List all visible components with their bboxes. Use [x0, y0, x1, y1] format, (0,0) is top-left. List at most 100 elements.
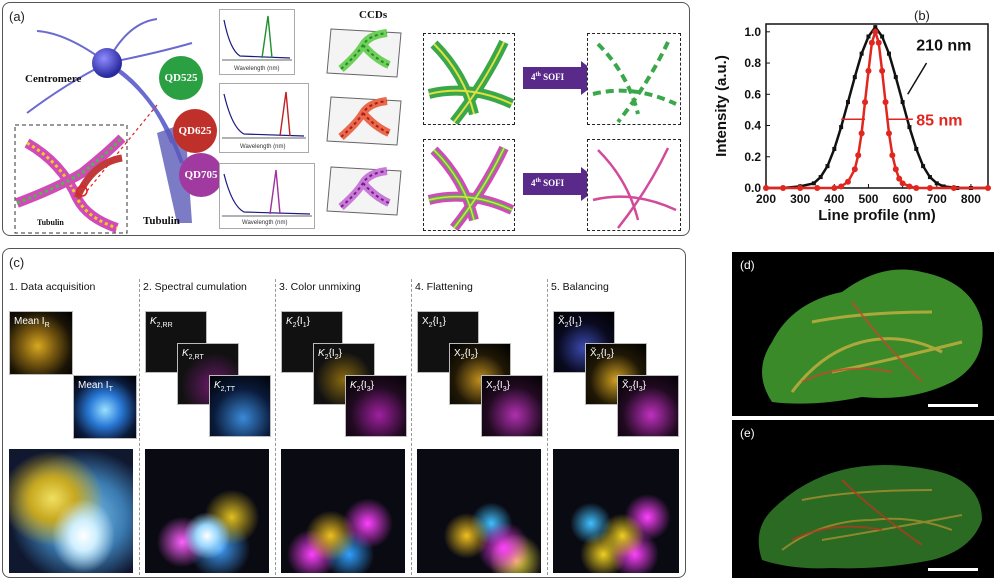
sofi-arrow-top-label: 4th SOFI — [531, 72, 565, 82]
series-1-point-5 — [838, 183, 845, 190]
sofi-arrow-top: 4th SOFI — [523, 61, 603, 95]
annotation-0: 210 nm — [916, 38, 971, 55]
divider-2 — [275, 279, 276, 575]
input-box-green — [423, 33, 515, 126]
series-1-point-1 — [780, 185, 787, 191]
y-tick-label-0: 0.0 — [744, 181, 761, 195]
qd705-label: QD705 — [184, 169, 218, 181]
tile-k2-i2-label: K2{I2} — [318, 348, 342, 361]
x-tick-label-4: 600 — [893, 192, 913, 206]
series-0-point-15 — [893, 75, 898, 80]
output-box-green — [587, 33, 681, 125]
plot-frame — [765, 23, 989, 189]
step-title-4: 4. Flattening — [415, 281, 473, 293]
series-0-point-10 — [859, 51, 864, 56]
series-1-point-4 — [831, 185, 838, 191]
micrograph-d: (d) — [732, 252, 994, 416]
series-1-point-14 — [875, 39, 882, 46]
centromere-sphere — [92, 48, 122, 78]
panel-a-label: (a) — [9, 9, 25, 24]
x-tick-label-3: 500 — [858, 192, 878, 206]
series-0-point-22 — [941, 184, 946, 189]
series-1-point-13 — [872, 28, 879, 35]
centromere-tubulin-illustration — [14, 18, 193, 234]
tile-x2tilde-i1-label: X̃2{I1} — [558, 316, 582, 329]
series-0-point-13 — [880, 34, 885, 39]
spectrum-qd525: Wavelength (nm) — [219, 9, 295, 75]
tile-k2rr-label: K2,RR — [150, 316, 173, 329]
series-1-point-11 — [865, 67, 872, 74]
qd525-circle: QD525 — [159, 56, 203, 100]
x-tick-label-5: 700 — [927, 192, 947, 206]
tile-x2tilde-i1: X̃2{I1} — [553, 311, 615, 373]
spectrum-qd625: Wavelength (nm) — [219, 83, 309, 153]
tile-mean-ir-label: Mean IR — [14, 316, 50, 329]
series-0-point-16 — [900, 100, 905, 105]
scale-bar-e — [928, 568, 978, 571]
series-0-point-5 — [825, 164, 830, 169]
panel-b-label: (b) — [914, 8, 930, 23]
step-title-3: 3. Color unmixing — [279, 281, 361, 293]
series-1-point-25 — [950, 185, 957, 191]
x-tick-label-6: 800 — [961, 192, 981, 206]
tile-k2-i1-label: K2{I1} — [286, 316, 310, 329]
series-0-point-3 — [811, 181, 816, 186]
series-1-point-2 — [797, 185, 804, 191]
annotation-1: 85 nm — [916, 113, 962, 130]
ccds-label: CCDs — [359, 9, 388, 21]
spectrum-qd705-xlabel: Wavelength (nm) — [242, 220, 288, 226]
divider-3 — [411, 279, 412, 575]
y-tick-label-2: 0.4 — [744, 119, 761, 133]
y-tick-label-1: 0.2 — [744, 150, 761, 164]
panel-a: (a) Centromere Tubulin Tubulin QD525 QD6… — [2, 2, 690, 236]
series-0-point-8 — [845, 100, 850, 105]
x-axis-label: Line profile (nm) — [818, 207, 936, 224]
spectrum-qd625-xlabel: Wavelength (nm) — [240, 144, 286, 150]
series-1-point-18 — [889, 152, 896, 159]
composite-step-2 — [145, 449, 269, 573]
spectrum-qd705: Wavelength (nm) — [219, 163, 315, 229]
tile-x2-i3: X2{I3} — [481, 375, 543, 437]
scale-bar-d — [928, 404, 978, 407]
spectrum-qd525-xlabel: Wavelength (nm) — [234, 66, 280, 72]
series-1-point-10 — [862, 99, 869, 106]
panel-d-label: (d) — [740, 258, 755, 272]
input-box-multicolor — [423, 139, 515, 232]
series-0-point-18 — [914, 146, 919, 151]
series-1-point-16 — [882, 99, 889, 106]
tile-mean-ir: Mean IR — [9, 311, 73, 375]
series-1-point-19 — [892, 166, 899, 173]
panel-c: (c) 1. Data acquisition 2. Spectral cumu… — [2, 248, 686, 578]
y-tick-label-4: 0.8 — [744, 56, 761, 70]
qd705-circle: QD705 — [179, 153, 223, 197]
tile-k2-i3-label: K2{I3} — [350, 380, 374, 393]
series-1-point-7 — [851, 166, 858, 173]
tile-mean-it: Mean IT — [73, 375, 137, 439]
tile-k2tt: K2,TT — [209, 375, 271, 437]
centromere-label: Centromere — [25, 73, 82, 85]
series-0-point-20 — [927, 175, 932, 180]
sofi-arrow-bottom: 4th SOFI — [523, 167, 603, 201]
qd625-circle: QD625 — [173, 109, 217, 153]
tile-x2tilde-i2-label: X̃2{I2} — [590, 348, 614, 361]
composite-step-5 — [553, 449, 679, 573]
tile-k2-i3: K2{I3} — [345, 375, 407, 437]
series-1-point-23 — [913, 185, 920, 191]
series-0-point-17 — [907, 125, 912, 130]
series-0-point-4 — [818, 175, 823, 180]
series-1-point-0 — [763, 185, 769, 191]
series-1-point-8 — [855, 152, 862, 159]
series-0-point-7 — [839, 125, 844, 130]
tile-k2tt-label: K2,TT — [214, 380, 236, 393]
series-1-point-12 — [868, 39, 875, 46]
line-profile-chart: 200 300 400 500 600 700 800 0.0 0.2 0.4 0.6 0.8 1.0 L… — [713, 23, 991, 224]
series-1-point-3 — [814, 185, 821, 191]
tile-k2rt-label: K2,RT — [182, 348, 204, 361]
tile-x2-i1: X2{I1} — [417, 311, 479, 373]
ccd-green — [326, 28, 402, 78]
x-tick-label-1: 300 — [790, 192, 810, 206]
series-0-point-12 — [873, 25, 878, 30]
tile-mean-it-label: Mean IT — [78, 380, 113, 393]
ccd-red — [326, 96, 402, 146]
series-0-point-6 — [832, 146, 837, 151]
